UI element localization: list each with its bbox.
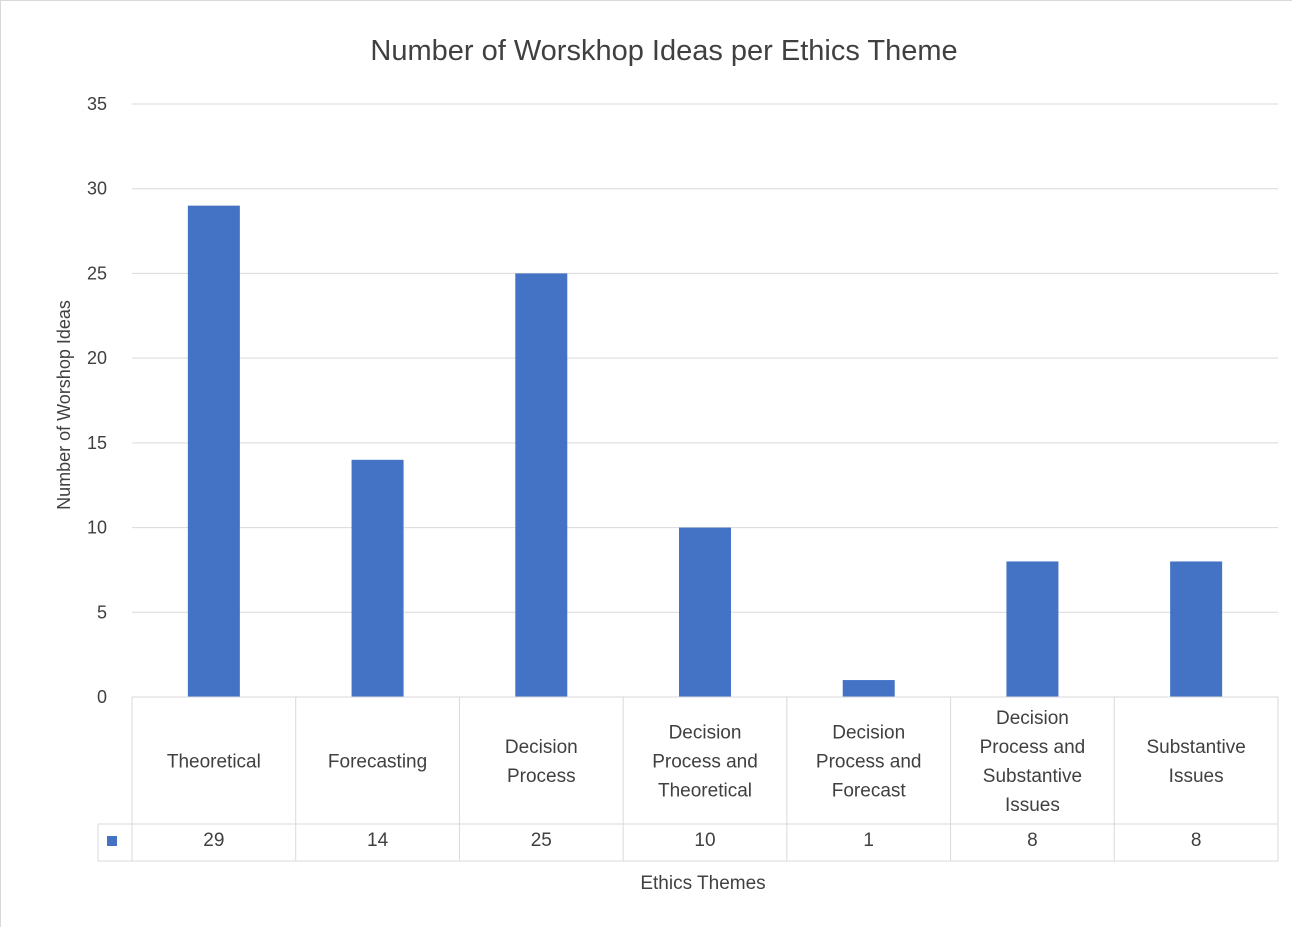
y-tick-label: 15 <box>87 433 107 453</box>
bar <box>515 273 568 697</box>
category-label-line: Forecasting <box>328 752 427 773</box>
y-tick-label: 35 <box>87 94 107 114</box>
data-table: Theoretical 29 Forecasting 14 Decision Proces… <box>97 696 1279 862</box>
bars <box>187 205 1223 697</box>
category-label-line: Process and <box>652 752 758 773</box>
category-label-line: Issues <box>1169 766 1224 787</box>
data-table-value: 29 <box>203 830 224 851</box>
data-table-value: 1 <box>863 830 874 851</box>
y-axis-label: Number of Worshop Ideas <box>54 300 74 510</box>
bar <box>1006 561 1059 697</box>
category-label: Decision Process and Theoretical <box>652 723 758 802</box>
category-label: Theoretical <box>167 752 261 773</box>
data-table-value: 10 <box>694 830 715 851</box>
y-tick-label: 5 <box>97 602 107 622</box>
bar <box>187 205 240 697</box>
y-tick-label: 30 <box>87 179 107 199</box>
category-label-line: Process <box>507 766 576 787</box>
bar <box>842 680 895 697</box>
y-tick-label: 0 <box>97 687 107 707</box>
category-label: Forecasting <box>328 752 427 773</box>
category-label-line: Decision <box>996 708 1069 729</box>
legend-key <box>107 836 117 846</box>
x-axis-label: Ethics Themes <box>640 873 765 894</box>
bar <box>1170 561 1223 697</box>
category-label-line: Theoretical <box>167 752 261 773</box>
data-table-value: 14 <box>367 830 389 851</box>
data-table-value: 8 <box>1027 830 1038 851</box>
category-label-line: Theoretical <box>658 781 752 802</box>
chart-title: Number of Worskhop Ideas per Ethics Them… <box>370 35 957 67</box>
category-label: Decision Process and Substantive Issues <box>980 708 1086 816</box>
bar <box>679 527 731 697</box>
data-table-value: 8 <box>1191 830 1202 851</box>
category-label-line: Substantive <box>983 766 1082 787</box>
category-label-line: Forecast <box>832 781 907 802</box>
category-label-line: Substantive <box>1146 737 1245 758</box>
data-table-value: 25 <box>531 830 552 851</box>
category-label: Substantive Issues <box>1146 737 1245 787</box>
category-label-line: Decision <box>832 723 905 744</box>
category-label: Decision Process and Forecast <box>816 723 922 802</box>
y-tick-label: 20 <box>87 348 107 368</box>
y-tick-label: 25 <box>87 263 107 283</box>
category-label-line: Process and <box>980 737 1086 758</box>
y-axis-ticks: 0 5 10 15 20 25 30 35 <box>87 94 107 707</box>
category-label: Decision Process <box>505 737 578 787</box>
category-label-line: Decision <box>505 737 578 758</box>
bar <box>351 459 404 697</box>
category-label-line: Issues <box>1005 795 1060 816</box>
category-label-line: Process and <box>816 752 922 773</box>
y-tick-label: 10 <box>87 518 107 538</box>
category-label-line: Decision <box>669 723 742 744</box>
